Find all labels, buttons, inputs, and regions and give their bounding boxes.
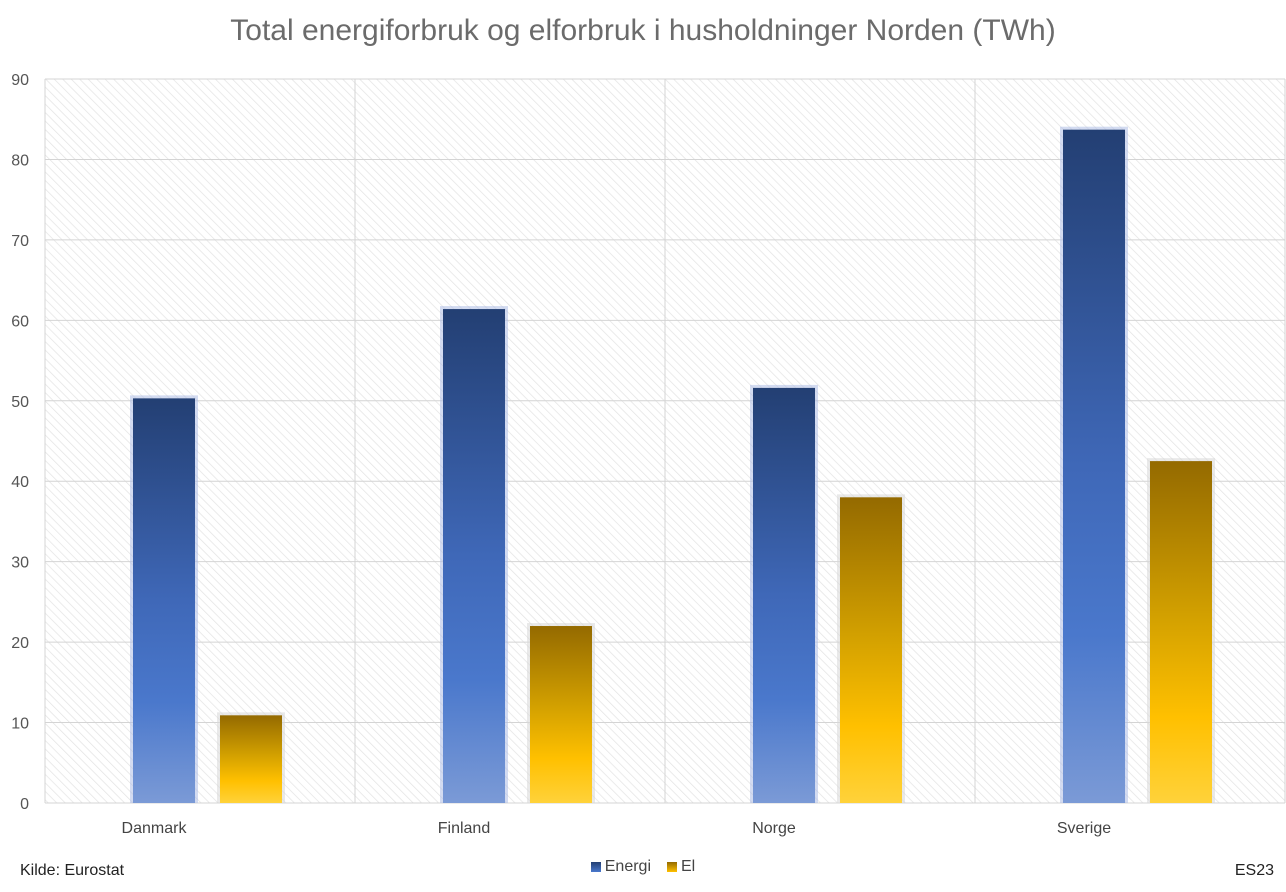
bar-el-finland bbox=[530, 626, 592, 803]
y-axis-ticks: 0 10 20 30 40 50 60 70 80 90 bbox=[11, 72, 29, 813]
y-tick-label: 40 bbox=[11, 474, 29, 491]
legend-swatch-energi-icon bbox=[590, 862, 601, 872]
source-note: Kilde: Eurostat bbox=[20, 862, 125, 879]
y-tick-label: 80 bbox=[11, 152, 29, 169]
legend-label-el: El bbox=[681, 858, 696, 875]
x-tick-label: Norge bbox=[752, 820, 796, 837]
y-tick-label: 50 bbox=[11, 394, 29, 411]
bar-el-sverige bbox=[1150, 461, 1212, 803]
x-tick-label: Sverige bbox=[1057, 820, 1111, 837]
bar-energi-finland bbox=[443, 309, 505, 803]
y-tick-label: 20 bbox=[11, 635, 29, 652]
bars bbox=[130, 126, 1215, 804]
credit-note: ES23 bbox=[1234, 862, 1274, 879]
y-tick-label: 60 bbox=[11, 313, 29, 330]
bar-el-norge bbox=[840, 497, 902, 803]
y-tick-label: 0 bbox=[20, 796, 29, 813]
y-tick-label: 10 bbox=[11, 716, 29, 733]
legend-label-energi: Energi bbox=[604, 858, 651, 875]
legend-swatch-el-icon bbox=[667, 862, 677, 872]
legend-item-el: El bbox=[667, 858, 695, 876]
y-tick-label: 30 bbox=[11, 555, 29, 572]
y-tick-label: 90 bbox=[11, 72, 29, 89]
legend-item-energi: Energi bbox=[590, 858, 651, 876]
x-tick-label: Finland bbox=[438, 820, 490, 837]
bar-energi-sverige bbox=[1063, 129, 1125, 803]
x-axis-ticks: Danmark Finland Norge Sverige bbox=[122, 820, 1112, 837]
y-tick-label: 70 bbox=[11, 233, 29, 250]
x-tick-label: Danmark bbox=[122, 820, 188, 837]
chart-title: Total energiforbruk og elforbruk i husho… bbox=[230, 14, 1056, 47]
legend: Energi El bbox=[0, 858, 1286, 876]
bar-energi-norge bbox=[753, 387, 815, 803]
bar-el-danmark bbox=[220, 715, 282, 803]
bar-energi-danmark bbox=[133, 398, 195, 803]
